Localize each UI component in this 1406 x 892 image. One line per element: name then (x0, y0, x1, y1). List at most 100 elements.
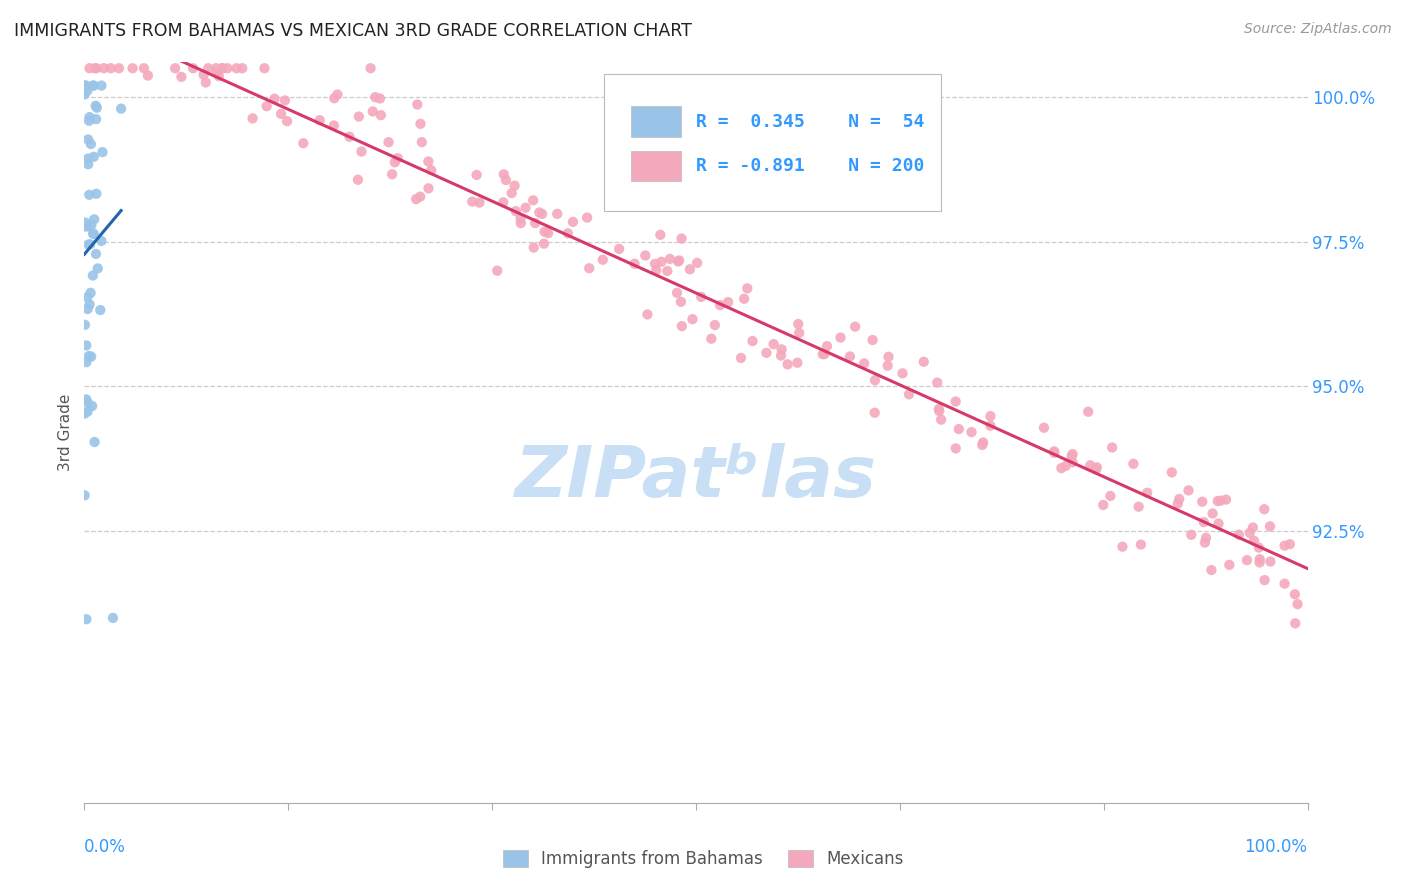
Point (1284, 587, 1306, 601)
Point (1286, 597, 1309, 611)
Point (420, 163, 443, 178)
Point (1253, 573, 1275, 587)
Point (730, 351, 752, 365)
Point (1206, 494, 1229, 508)
Point (737, 281, 759, 295)
Point (1218, 558, 1240, 572)
Point (948, 422, 970, 436)
Point (877, 350, 900, 364)
Point (690, 290, 713, 304)
Point (972, 438, 994, 452)
Point (80, 218, 103, 232)
Point (76, 301, 98, 316)
Point (839, 350, 862, 364)
Point (82, 78, 104, 93)
Point (770, 343, 793, 357)
Point (110, 102, 132, 116)
Point (409, 189, 432, 203)
Point (1111, 540, 1133, 554)
Point (592, 252, 614, 267)
Legend: Immigrants from Bahamas, Mexicans: Immigrants from Bahamas, Mexicans (496, 843, 910, 875)
Point (505, 204, 527, 219)
Point (73, 488, 96, 502)
Point (492, 167, 515, 181)
Point (979, 418, 1001, 433)
Point (73, 87, 96, 102)
Point (1129, 538, 1152, 552)
Point (1192, 515, 1215, 529)
Point (679, 262, 702, 277)
Point (80, 399, 103, 413)
Point (657, 264, 679, 278)
Point (755, 346, 778, 360)
Point (1208, 516, 1230, 531)
Point (100, 61, 122, 75)
Point (84, 61, 107, 75)
Point (658, 252, 681, 266)
Point (79, 297, 101, 311)
Point (700, 332, 723, 346)
Point (1258, 519, 1281, 533)
Point (79, 187, 101, 202)
Point (546, 207, 568, 221)
Point (636, 307, 658, 321)
Point (533, 236, 555, 251)
Text: 100.0%: 100.0% (1244, 838, 1308, 855)
Point (205, 66, 228, 80)
Point (370, 108, 392, 122)
Point (607, 242, 630, 256)
Point (682, 312, 704, 326)
Point (360, 61, 382, 75)
Point (1050, 461, 1073, 475)
Point (132, 61, 155, 75)
Text: 0.0%: 0.0% (84, 838, 127, 855)
Point (418, 181, 440, 195)
Point (1160, 466, 1182, 480)
Point (1227, 527, 1250, 541)
Point (578, 261, 600, 276)
Point (217, 61, 239, 75)
Point (1062, 455, 1084, 469)
Point (1062, 447, 1084, 461)
Point (523, 241, 546, 255)
Point (75, 355, 97, 369)
Point (80, 350, 103, 364)
Point (1195, 531, 1218, 545)
Point (194, 75, 217, 89)
Point (1191, 494, 1213, 508)
Point (912, 355, 935, 369)
Point (945, 442, 967, 456)
Point (76, 395, 98, 409)
Point (522, 194, 544, 208)
Point (1078, 458, 1101, 473)
Point (89, 303, 111, 318)
Point (928, 404, 950, 418)
Point (231, 61, 253, 75)
Point (492, 195, 515, 210)
Point (77, 132, 100, 146)
Point (762, 337, 785, 351)
Point (927, 376, 949, 390)
Point (1243, 533, 1265, 548)
Point (197, 61, 219, 75)
Point (405, 192, 427, 206)
Point (77, 113, 100, 128)
Point (863, 406, 886, 420)
Point (84, 112, 107, 127)
Point (205, 61, 228, 75)
Point (1180, 528, 1202, 542)
Point (945, 394, 967, 409)
Point (79, 285, 101, 300)
Point (409, 117, 432, 131)
Point (170, 70, 193, 84)
Y-axis label: 3rd Grade: 3rd Grade (58, 394, 73, 471)
Point (1085, 460, 1108, 475)
Point (1043, 446, 1066, 460)
Point (1239, 525, 1261, 540)
Point (364, 90, 387, 104)
Point (274, 94, 297, 108)
Point (76, 290, 98, 304)
Point (557, 227, 579, 241)
Point (83, 435, 105, 450)
Point (90, 78, 112, 93)
